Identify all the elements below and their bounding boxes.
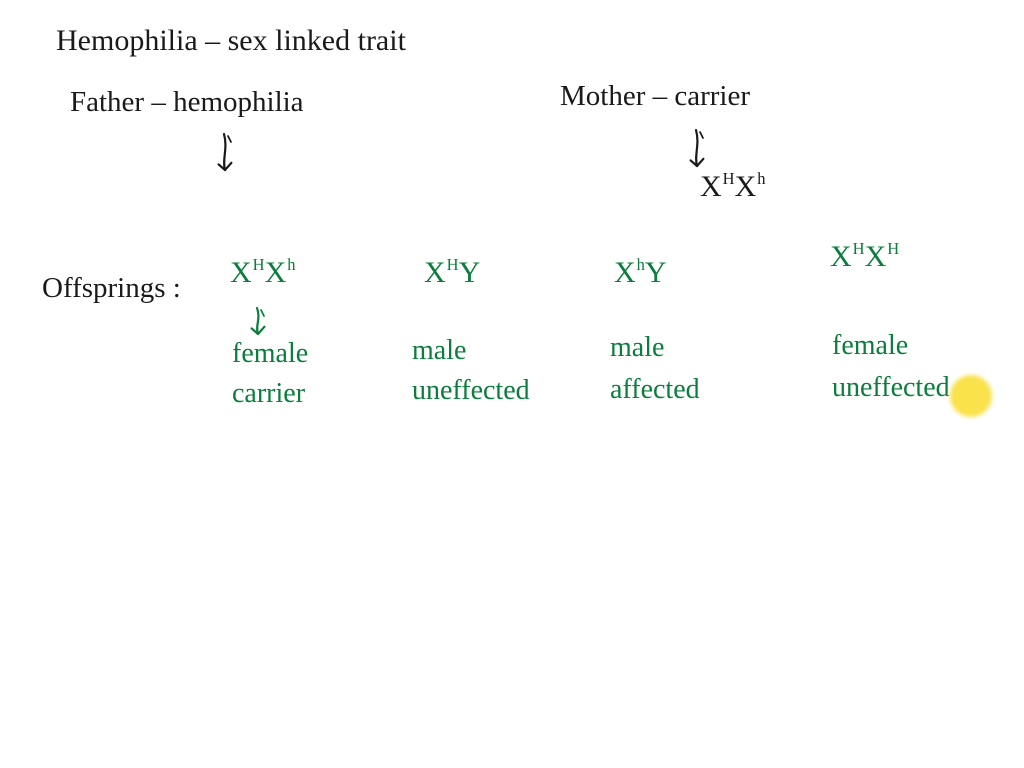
offspring-genotype: XHXh (230, 256, 296, 290)
offspring-desc-line: male (412, 335, 466, 367)
mother-label: Mother – carrier (560, 80, 750, 113)
offspring-desc-line: carrier (232, 378, 305, 410)
offspring-desc-line: male (610, 332, 664, 364)
offspring-genotype: XHY (424, 256, 481, 290)
offspring-desc-line: affected (610, 374, 700, 406)
offsprings-label: Offsprings : (42, 272, 181, 305)
father-arrow-icon (213, 132, 237, 180)
offspring-desc-line: uneffected (832, 372, 950, 404)
whiteboard-canvas: Hemophilia – sex linked trait Father – h… (0, 0, 1024, 768)
cursor-highlight-icon (950, 375, 992, 417)
offspring-desc-line: uneffected (412, 375, 530, 407)
offspring-genotype: XHXH (830, 240, 899, 274)
offspring-genotype: XhY (614, 256, 668, 290)
father-label: Father – hemophilia (70, 86, 304, 119)
mother-genotype: XHXh (700, 170, 766, 204)
title-text: Hemophilia – sex linked trait (56, 24, 406, 58)
offspring-desc-line: female (232, 338, 308, 370)
mother-arrow-icon (685, 128, 709, 176)
offspring-desc-line: female (832, 330, 908, 362)
